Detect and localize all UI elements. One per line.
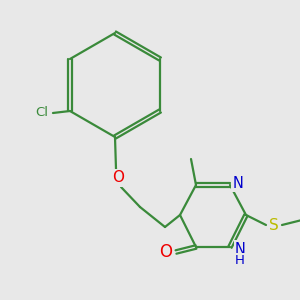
Text: O: O (112, 170, 124, 185)
Text: N: N (232, 176, 243, 190)
Text: S: S (269, 218, 279, 232)
Text: Cl: Cl (35, 106, 48, 119)
Text: H: H (235, 254, 245, 268)
Text: N: N (235, 242, 246, 256)
Text: O: O (160, 243, 172, 261)
